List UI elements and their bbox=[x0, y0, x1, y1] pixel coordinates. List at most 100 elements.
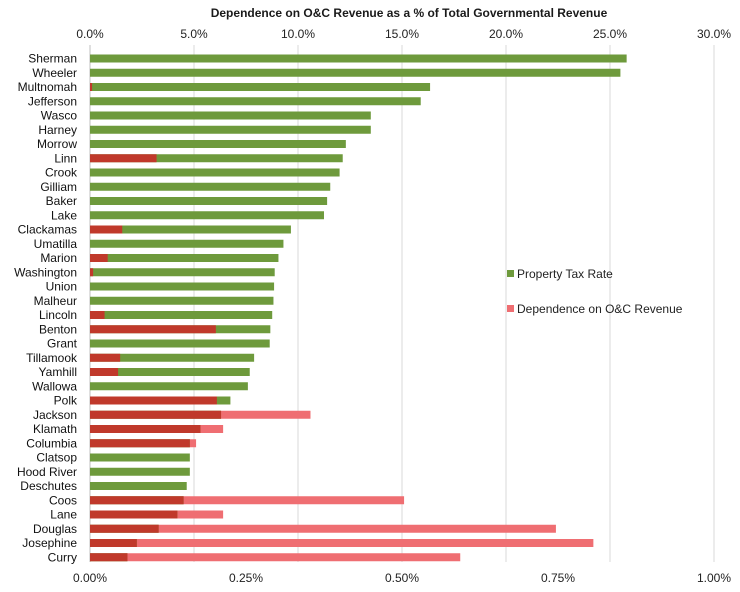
category-label-gilliam: Gilliam bbox=[40, 180, 77, 194]
bar-oc-dependence-josephine bbox=[90, 539, 594, 547]
category-label-klamath: Klamath bbox=[33, 422, 77, 436]
bottom-tick-label: 0.75% bbox=[541, 571, 575, 585]
category-label-marion: Marion bbox=[40, 251, 77, 265]
bar-oc-dependence-washington bbox=[90, 268, 94, 277]
bar-property-tax-harney bbox=[90, 125, 371, 134]
legend-label-property-tax: Property Tax Rate bbox=[517, 267, 613, 281]
bar-oc-dependence-multnomah bbox=[90, 83, 93, 91]
bar-property-tax-clackamas bbox=[90, 225, 291, 234]
category-label-washington: Washington bbox=[14, 265, 77, 279]
bar-property-tax-lake bbox=[90, 211, 324, 220]
legend-swatch-oc-dependence bbox=[507, 305, 514, 312]
category-label-wallowa: Wallowa bbox=[32, 379, 77, 393]
top-tick-label: 10.0% bbox=[281, 27, 315, 41]
category-label-josephine: Josephine bbox=[22, 536, 77, 550]
bars bbox=[90, 54, 627, 562]
bar-property-tax-baker bbox=[90, 197, 328, 205]
category-label-umatilla: Umatilla bbox=[34, 237, 78, 251]
top-tick-label: 5.0% bbox=[180, 27, 208, 41]
bar-property-tax-morrow bbox=[90, 140, 346, 148]
bar-oc-dependence-polk bbox=[90, 396, 217, 405]
top-tick-label: 0.0% bbox=[76, 27, 104, 41]
category-label-baker: Baker bbox=[46, 194, 77, 208]
bar-property-tax-jefferson bbox=[90, 97, 421, 106]
bar-oc-dependence-yamhill bbox=[90, 368, 119, 376]
bar-oc-dependence-clackamas bbox=[90, 225, 123, 234]
bar-oc-dependence-linn bbox=[90, 154, 157, 163]
chart-title: Dependence on O&C Revenue as a % of Tota… bbox=[211, 6, 608, 20]
bar-property-tax-yamhill bbox=[90, 368, 250, 376]
category-label-wasco: Wasco bbox=[41, 109, 78, 123]
category-labels: ShermanWheelerMultnomahJeffersonWascoHar… bbox=[14, 52, 78, 565]
bar-property-tax-washington bbox=[90, 268, 275, 277]
bar-property-tax-sherman bbox=[90, 54, 627, 63]
category-label-malheur: Malheur bbox=[34, 294, 77, 308]
bar-property-tax-wheeler bbox=[90, 68, 621, 77]
category-label-yamhill: Yamhill bbox=[39, 365, 77, 379]
bar-overlap-jackson bbox=[90, 410, 222, 419]
category-label-hood-river: Hood River bbox=[17, 465, 77, 479]
category-label-morrow: Morrow bbox=[37, 137, 77, 151]
category-label-tillamook: Tillamook bbox=[26, 351, 78, 365]
bar-oc-dependence-marion bbox=[90, 254, 108, 262]
bar-property-tax-umatilla bbox=[90, 239, 284, 248]
category-label-lane: Lane bbox=[50, 508, 77, 522]
category-label-polk: Polk bbox=[54, 394, 78, 408]
bar-overlap-lane bbox=[90, 510, 178, 519]
category-label-wheeler: Wheeler bbox=[32, 66, 77, 80]
category-label-benton: Benton bbox=[39, 322, 77, 336]
bar-overlap-douglas bbox=[90, 524, 159, 533]
legend-swatch-property-tax bbox=[507, 270, 514, 277]
category-label-lake: Lake bbox=[51, 208, 77, 222]
category-label-union: Union bbox=[46, 280, 77, 294]
category-label-douglas: Douglas bbox=[33, 522, 77, 536]
bottom-axis: 0.00% 0.25% 0.50% 0.75% 1.00% bbox=[73, 571, 731, 585]
bar-oc-dependence-tillamook bbox=[90, 353, 121, 362]
bar-property-tax-crook bbox=[90, 168, 340, 177]
top-tick-label: 30.0% bbox=[697, 27, 731, 41]
bottom-tick-label: 0.50% bbox=[385, 571, 419, 585]
top-tick-label: 15.0% bbox=[385, 27, 419, 41]
top-tick-label: 25.0% bbox=[593, 27, 627, 41]
top-tick-label: 20.0% bbox=[489, 27, 523, 41]
bottom-tick-label: 0.25% bbox=[229, 571, 263, 585]
category-label-lincoln: Lincoln bbox=[39, 308, 77, 322]
bar-property-tax-gilliam bbox=[90, 182, 331, 191]
bar-oc-dependence-benton bbox=[90, 325, 216, 334]
bar-oc-dependence-lincoln bbox=[90, 311, 105, 319]
bar-property-tax-grant bbox=[90, 339, 270, 348]
category-label-columbia: Columbia bbox=[26, 436, 77, 450]
category-label-deschutes: Deschutes bbox=[20, 479, 77, 493]
category-label-jackson: Jackson bbox=[33, 408, 77, 422]
legend-label-oc-dependence: Dependence on O&C Revenue bbox=[517, 302, 683, 316]
category-label-jefferson: Jefferson bbox=[28, 94, 77, 108]
top-axis: 0.0% 5.0% 10.0% 15.0% 20.0% 25.0% 30.0% bbox=[76, 27, 731, 41]
category-label-curry: Curry bbox=[48, 550, 77, 564]
bar-overlap-klamath bbox=[90, 425, 201, 433]
bar-property-tax-marion bbox=[90, 254, 279, 262]
bar-oc-dependence-coos bbox=[90, 496, 405, 505]
category-label-crook: Crook bbox=[45, 166, 78, 180]
bar-property-tax-hood-river bbox=[90, 467, 190, 476]
bar-property-tax-union bbox=[90, 282, 275, 291]
bottom-tick-label: 0.00% bbox=[73, 571, 107, 585]
bar-property-tax-malheur bbox=[90, 296, 274, 305]
legend: Property Tax Rate Dependence on O&C Reve… bbox=[507, 267, 683, 316]
bottom-tick-label: 1.00% bbox=[697, 571, 731, 585]
bar-property-tax-tillamook bbox=[90, 353, 255, 362]
bar-overlap-curry bbox=[90, 553, 128, 562]
category-label-grant: Grant bbox=[47, 337, 78, 351]
bar-property-tax-linn bbox=[90, 154, 343, 163]
category-label-clackamas: Clackamas bbox=[18, 223, 77, 237]
bar-oc-dependence-curry bbox=[90, 553, 461, 562]
category-label-sherman: Sherman bbox=[28, 52, 77, 66]
bar-overlap-josephine bbox=[90, 539, 137, 547]
bar-property-tax-multnomah bbox=[90, 83, 431, 91]
bar-property-tax-wallowa bbox=[90, 382, 248, 391]
bar-property-tax-deschutes bbox=[90, 482, 187, 490]
bar-property-tax-clatsop bbox=[90, 453, 190, 462]
category-label-linn: Linn bbox=[54, 151, 77, 165]
bar-overlap-columbia bbox=[90, 439, 190, 448]
bar-overlap-coos bbox=[90, 496, 184, 505]
